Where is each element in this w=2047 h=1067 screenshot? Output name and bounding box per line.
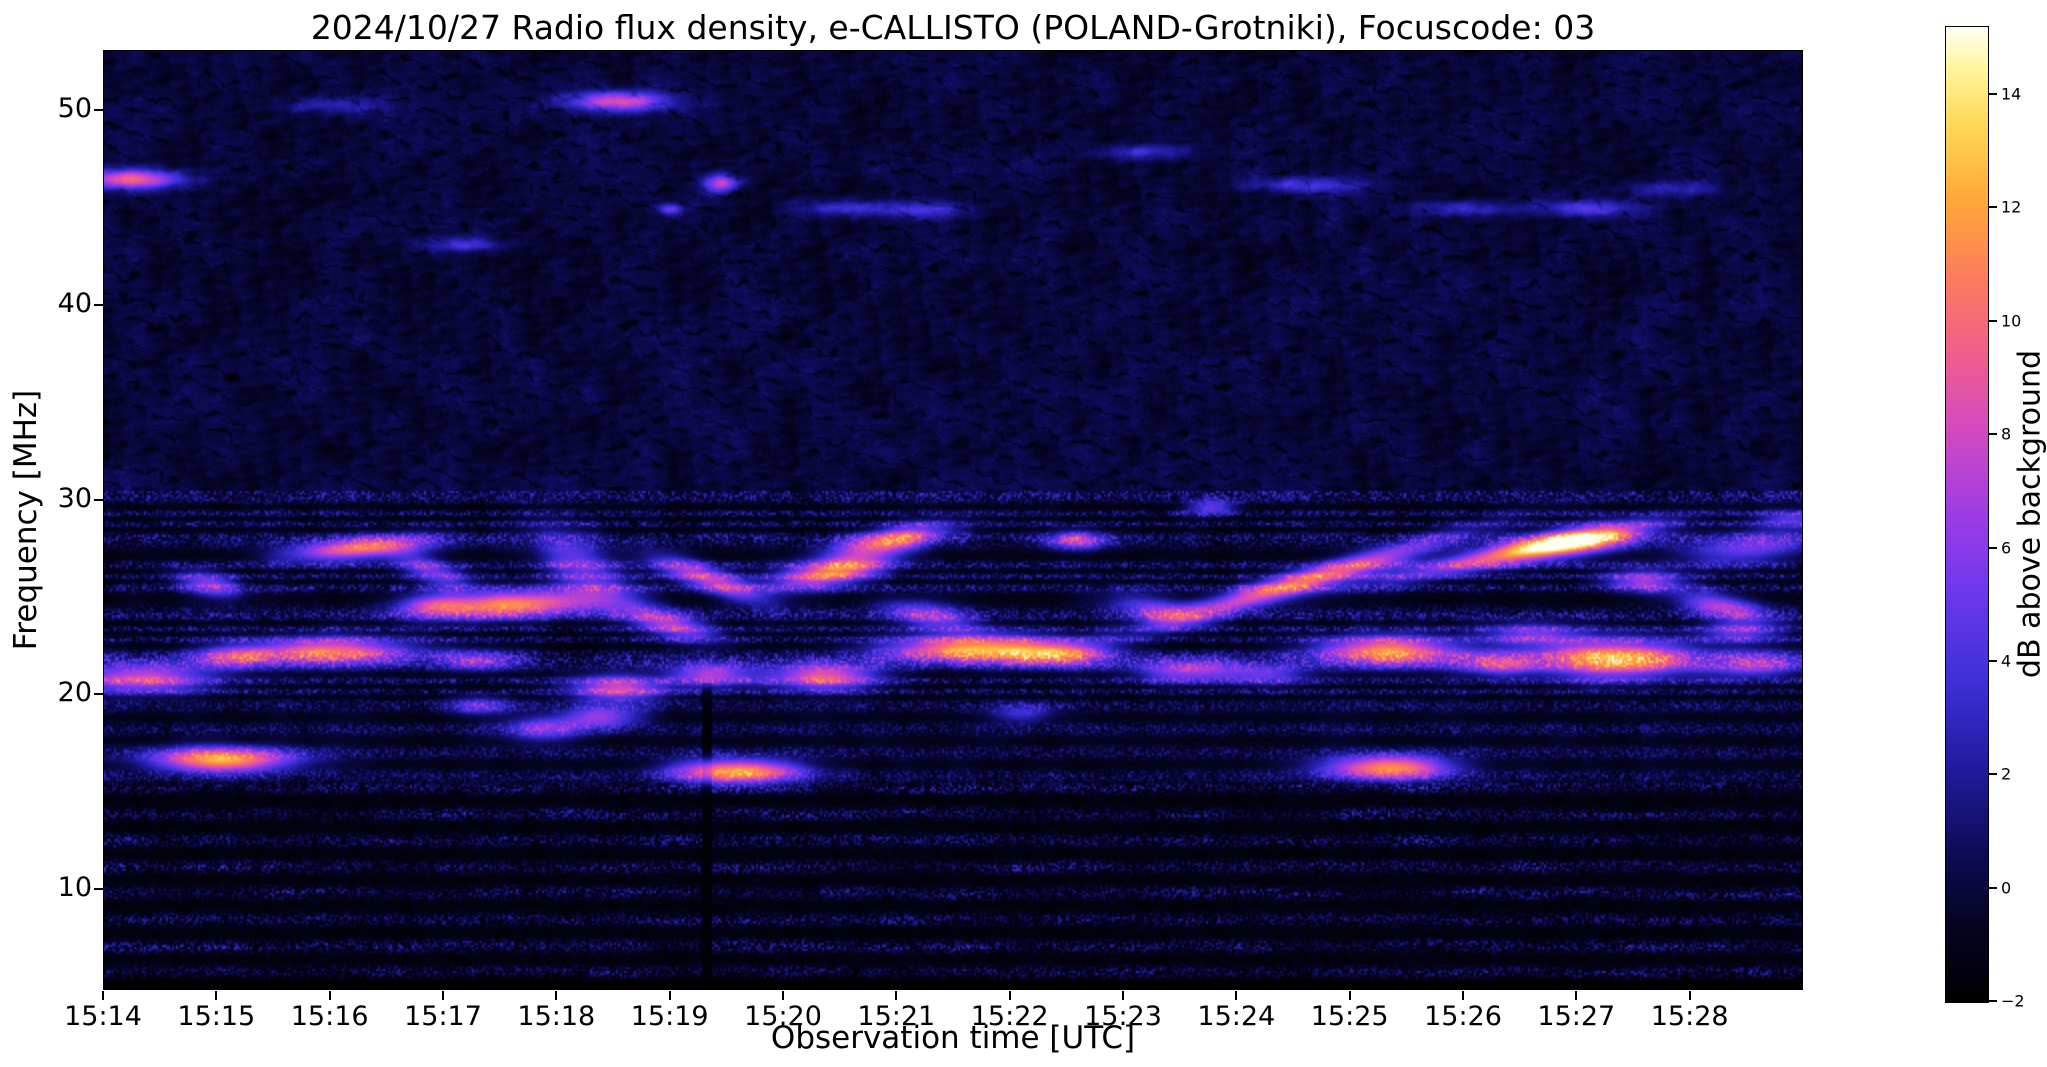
colorbar-tick-mark xyxy=(1989,1000,1997,1002)
colorbar-tick-label: 12 xyxy=(2001,197,2022,217)
colorbar-tick-label: 2 xyxy=(2001,764,2012,784)
x-tick-label: 15:25 xyxy=(1310,1001,1389,1032)
x-tick-mark xyxy=(782,991,784,1000)
x-tick-label: 15:23 xyxy=(1084,1001,1162,1032)
spectrogram-canvas xyxy=(104,51,1802,989)
x-tick-mark xyxy=(1008,991,1011,1000)
x-tick-mark xyxy=(328,991,331,1000)
y-tick-mark xyxy=(94,109,103,112)
x-tick-mark xyxy=(1122,991,1124,1000)
colorbar-label: dB above background xyxy=(2012,349,2047,679)
colorbar-tick-label: 10 xyxy=(2001,311,2022,331)
x-tick-label: 15:26 xyxy=(1424,1001,1502,1032)
colorbar-tick-mark xyxy=(1989,886,1997,889)
colorbar-tick-mark xyxy=(1989,206,1997,209)
colorbar-tick-mark xyxy=(1989,319,1997,322)
spectrogram-plot xyxy=(103,50,1803,990)
x-tick-mark xyxy=(1688,991,1691,1000)
colorbar-tick-mark xyxy=(1989,773,1997,776)
x-tick-label: 15:20 xyxy=(744,1001,822,1032)
y-tick-label: 30 xyxy=(57,482,92,514)
y-tick-label: 10 xyxy=(57,871,92,903)
x-axis-label: Observation time [UTC] xyxy=(770,1020,1136,1056)
colorbar-tick-label: 4 xyxy=(2001,651,2012,671)
x-tick-mark xyxy=(1348,991,1351,1000)
x-tick-label: 15:28 xyxy=(1650,1001,1729,1032)
x-tick-label: 15:19 xyxy=(630,1001,709,1032)
x-tick-label: 15:17 xyxy=(404,1001,482,1032)
y-tick-mark xyxy=(94,693,103,696)
colorbar-canvas xyxy=(1946,27,1988,1002)
colorbar-tick-mark xyxy=(1989,546,1997,549)
colorbar-tick-label: 0 xyxy=(2001,878,2012,898)
colorbar-tick-label: −2 xyxy=(2001,991,2025,1011)
x-tick-mark xyxy=(442,991,444,1000)
x-tick-label: 15:24 xyxy=(1197,1001,1276,1032)
y-axis-label: Frequency [MHz] xyxy=(8,389,44,651)
colorbar xyxy=(1945,26,1989,1003)
x-tick-mark xyxy=(1575,991,1578,1000)
x-tick-label: 15:14 xyxy=(64,1001,142,1032)
x-tick-label: 15:21 xyxy=(857,1001,936,1032)
colorbar-tick-mark xyxy=(1989,433,1997,436)
x-tick-label: 15:22 xyxy=(970,1001,1049,1032)
x-tick-mark xyxy=(668,991,671,1000)
x-tick-mark xyxy=(1235,991,1238,1000)
y-tick-label: 20 xyxy=(57,677,92,709)
y-tick-label: 40 xyxy=(57,287,92,319)
x-tick-label: 15:18 xyxy=(517,1001,596,1032)
colorbar-tick-label: 8 xyxy=(2001,424,2012,444)
colorbar-tick-mark xyxy=(1989,659,1997,662)
y-tick-mark xyxy=(94,887,103,890)
x-tick-mark xyxy=(215,991,218,1000)
chart-title: 2024/10/27 Radio flux density, e-CALLIST… xyxy=(310,8,1596,47)
x-tick-label: 15:16 xyxy=(290,1001,369,1032)
y-tick-mark xyxy=(94,498,103,501)
x-tick-mark xyxy=(555,991,558,1000)
colorbar-tick-label: 6 xyxy=(2001,538,2012,557)
colorbar-tick-label: 14 xyxy=(2001,84,2022,104)
x-tick-mark xyxy=(1462,991,1464,1000)
y-tick-mark xyxy=(94,303,103,306)
x-tick-label: 15:27 xyxy=(1537,1001,1616,1032)
x-tick-label: 15:15 xyxy=(177,1001,256,1032)
x-tick-mark xyxy=(102,991,104,1000)
x-tick-mark xyxy=(895,991,898,1000)
colorbar-tick-mark xyxy=(1989,93,1997,96)
y-tick-label: 50 xyxy=(57,93,92,125)
